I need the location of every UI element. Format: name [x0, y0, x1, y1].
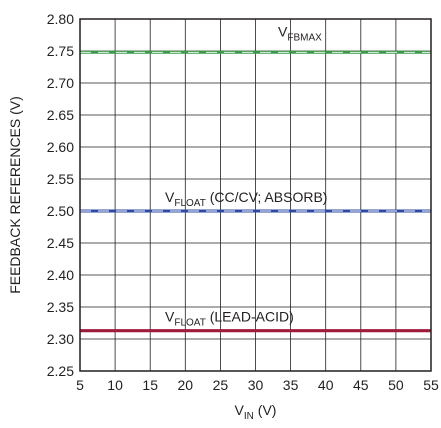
y-tick-label: 2.65	[47, 107, 74, 123]
y-tick-label: 2.80	[47, 11, 74, 27]
series-label-main: V	[278, 23, 288, 39]
x-axis-title-subscript: IN	[244, 411, 254, 422]
series-label-2: VFLOAT (LEAD-ACID)	[165, 309, 294, 329]
series-label-main: V	[165, 189, 175, 205]
y-tick-label: 2.60	[47, 139, 74, 155]
y-tick-labels: 2.25 2.30 2.35 2.40 2.45 2.50 2.55 2.60 2.65 2.70…	[47, 11, 74, 379]
x-tick-label: 45	[353, 377, 369, 393]
series-label-rest: (CC/CV; ABSORB)	[206, 189, 328, 205]
y-axis-title: FEEDBACK REFERENCES (V)	[7, 96, 23, 294]
x-tick-label: 50	[388, 377, 404, 393]
series-lines	[80, 50, 431, 333]
x-tick-label: 25	[213, 377, 229, 393]
x-tick-label: 35	[283, 377, 299, 393]
series-label-main: V	[165, 309, 175, 325]
y-tick-label: 2.35	[47, 299, 74, 315]
series-label-subscript: FLOAT	[174, 198, 205, 209]
y-tick-label: 2.40	[47, 267, 74, 283]
y-tick-label: 2.25	[47, 363, 74, 379]
y-tick-label: 2.75	[47, 43, 74, 59]
y-tick-label: 2.70	[47, 75, 74, 91]
series-label-rest: (LEAD-ACID)	[206, 309, 294, 325]
y-tick-label: 2.50	[47, 203, 74, 219]
series-label-subscript: FBMAX	[287, 32, 322, 43]
x-tick-labels: 5 10 15 20 25 30 35 40 45 50 55	[76, 377, 439, 393]
y-tick-label: 2.55	[47, 171, 74, 187]
x-tick-label: 10	[107, 377, 123, 393]
plot-frame	[79, 18, 432, 372]
x-tick-label: 30	[248, 377, 264, 393]
x-axis-title-main: V	[235, 402, 245, 418]
series-label-subscript: FLOAT	[174, 318, 205, 329]
y-tick-label: 2.30	[47, 331, 74, 347]
x-tick-label: 5	[76, 377, 84, 393]
x-tick-label: 40	[318, 377, 334, 393]
series-label-0: VFBMAX	[278, 23, 322, 43]
x-axis-title-unit: (V)	[254, 402, 277, 418]
y-tick-label: 2.45	[47, 235, 74, 251]
x-tick-label: 55	[423, 377, 439, 393]
x-axis-title: VIN (V)	[235, 402, 277, 422]
x-tick-label: 15	[142, 377, 158, 393]
series-label-1: VFLOAT (CC/CV; ABSORB)	[165, 189, 327, 209]
x-tick-label: 20	[178, 377, 194, 393]
